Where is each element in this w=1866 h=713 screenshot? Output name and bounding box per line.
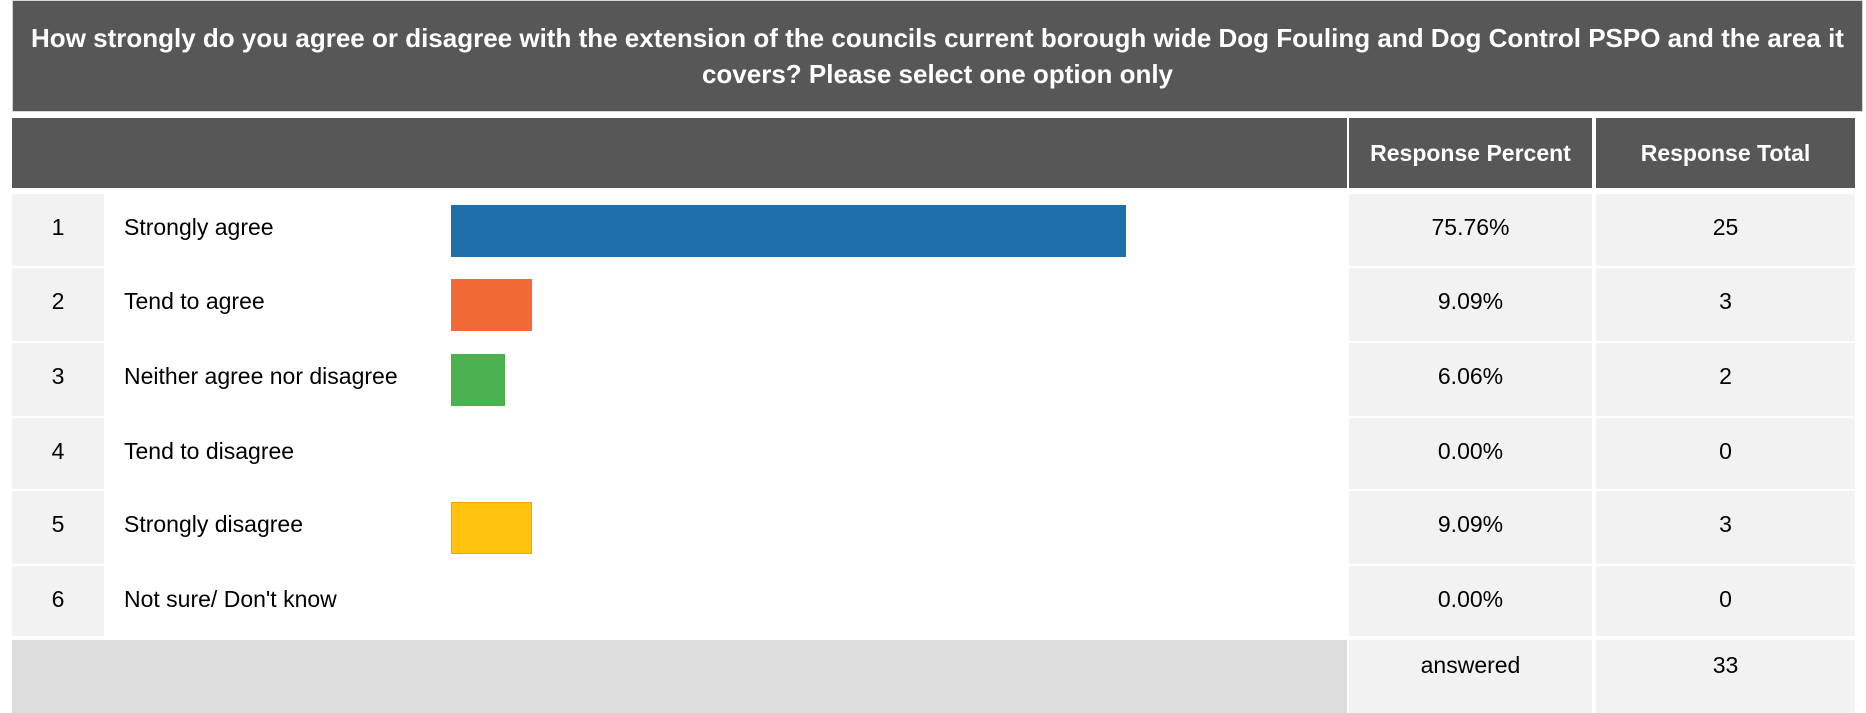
bar-5 [451, 502, 532, 554]
row-label: Strongly disagree [106, 491, 438, 564]
footer-answered-total: 33 [1596, 640, 1855, 713]
row-total: 3 [1596, 491, 1855, 564]
header-response-total: Response Total [1596, 118, 1855, 188]
bar-3 [451, 354, 505, 406]
row-percent: 9.09% [1349, 491, 1592, 564]
row-total: 0 [1596, 566, 1855, 636]
footer-answered-label: answered [1349, 640, 1592, 713]
row-bar-cell [440, 566, 1347, 636]
bar-1 [451, 205, 1126, 257]
row-total: 0 [1596, 418, 1855, 489]
row-total: 25 [1596, 194, 1855, 266]
row-number: 5 [12, 491, 104, 564]
row-label: Tend to disagree [106, 418, 438, 489]
header-response-percent: Response Percent [1349, 118, 1592, 188]
row-number: 6 [12, 566, 104, 636]
question-title: How strongly do you agree or disagree wi… [12, 0, 1863, 112]
row-percent: 6.06% [1349, 343, 1592, 416]
row-bar-cell [440, 418, 1347, 489]
row-percent: 75.76% [1349, 194, 1592, 266]
row-number: 2 [12, 268, 104, 341]
row-bar-cell [440, 343, 1347, 416]
row-percent: 0.00% [1349, 566, 1592, 636]
row-label: Tend to agree [106, 268, 438, 341]
row-label: Strongly agree [106, 194, 438, 266]
header-blank [12, 118, 1347, 188]
row-percent: 0.00% [1349, 418, 1592, 489]
row-percent: 9.09% [1349, 268, 1592, 341]
footer-blank [12, 640, 1347, 713]
row-label: Neither agree nor disagree [106, 343, 438, 416]
row-number: 4 [12, 418, 104, 489]
row-label: Not sure/ Don't know [106, 566, 438, 636]
row-number: 3 [12, 343, 104, 416]
row-number: 1 [12, 194, 104, 266]
row-bar-cell [440, 194, 1347, 266]
row-bar-cell [440, 268, 1347, 341]
row-total: 3 [1596, 268, 1855, 341]
row-total: 2 [1596, 343, 1855, 416]
bar-2 [451, 279, 532, 331]
row-bar-cell [440, 491, 1347, 564]
